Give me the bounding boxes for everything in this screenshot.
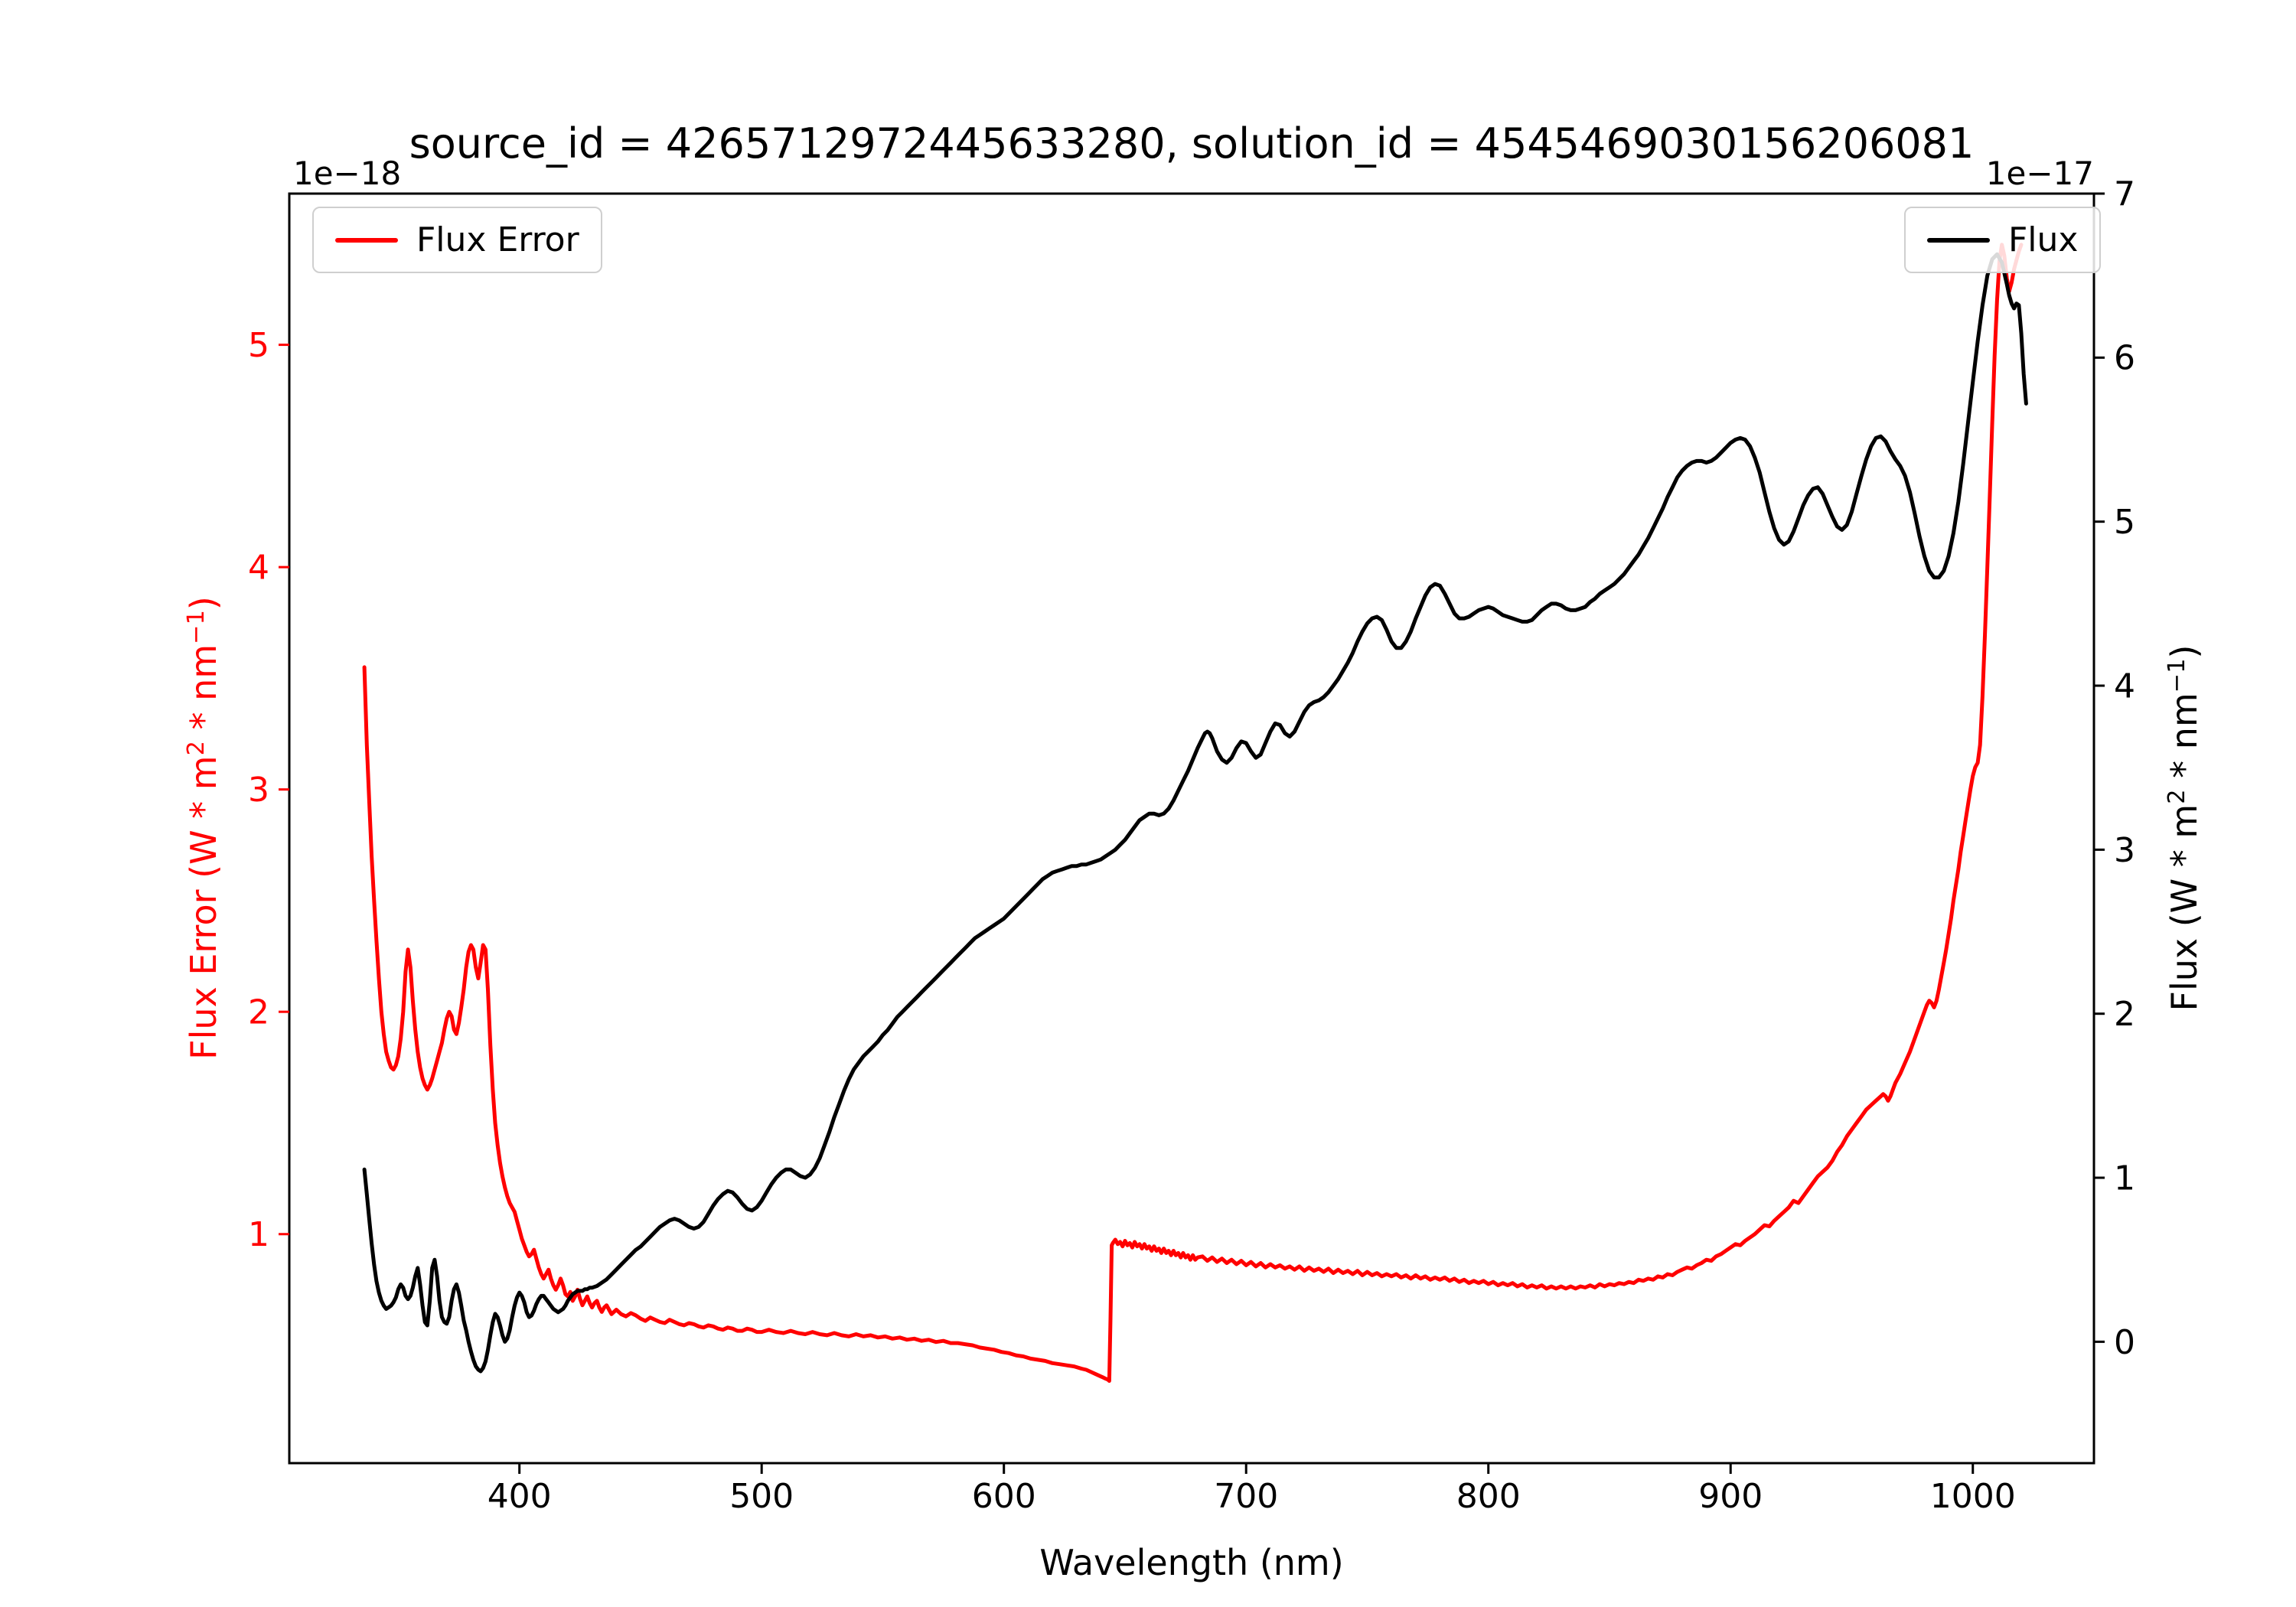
x-tick-label: 1000 (1930, 1477, 2016, 1516)
x-tick-label: 400 (488, 1477, 552, 1516)
left-y-tick-label: 1 (248, 1215, 269, 1254)
left-y-tick-label: 3 (248, 771, 269, 810)
x-tick-label: 500 (729, 1477, 794, 1516)
right-y-tick-label: 0 (2114, 1323, 2135, 1362)
legend-flux: Flux (1904, 207, 2102, 273)
x-tick-label: 600 (972, 1477, 1036, 1516)
flux-error-legend-line-icon (335, 237, 398, 243)
flux-legend-label: Flux (2008, 220, 2079, 259)
flux-legend-line-icon (1927, 237, 1990, 243)
left-axis-label: Flux Error (W * m2 * nm−1) (182, 596, 225, 1060)
right-y-tick-label: 4 (2114, 667, 2135, 706)
right-axis-offset-text: 1e−17 (1985, 155, 2094, 192)
x-tick-label: 900 (1698, 1477, 1763, 1516)
chart-title: source_id = 4265712972445633280, solutio… (409, 119, 1975, 168)
flux-line (362, 252, 2028, 1374)
right-y-tick-label: 1 (2114, 1159, 2135, 1198)
right-y-tick-label: 7 (2114, 174, 2135, 214)
flux-error-line (362, 243, 2024, 1383)
x-axis-label: Wavelength (nm) (1039, 1542, 1344, 1583)
flux-error-legend-label: Flux Error (416, 220, 579, 259)
right-y-tick-label: 3 (2114, 831, 2135, 870)
left-y-tick-label: 2 (248, 993, 269, 1032)
axes-frame (288, 192, 2095, 1465)
left-y-tick-label: 5 (248, 326, 269, 365)
x-tick-label: 800 (1456, 1477, 1521, 1516)
left-axis-offset-text: 1e−18 (293, 155, 402, 192)
right-y-tick-label: 6 (2114, 339, 2135, 378)
right-y-tick-label: 5 (2114, 503, 2135, 542)
right-axis-label: Flux (W * m2 * nm−1) (2163, 644, 2206, 1012)
right-y-tick-label: 2 (2114, 995, 2135, 1034)
left-y-tick-label: 4 (248, 549, 269, 588)
x-tick-label: 700 (1214, 1477, 1278, 1516)
legend-flux-error: Flux Error (312, 207, 602, 273)
